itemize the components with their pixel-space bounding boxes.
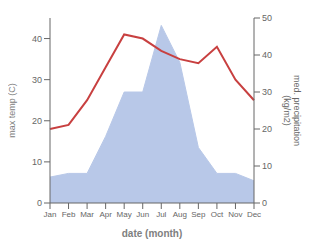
svg-text:May: May <box>117 210 132 219</box>
svg-text:40: 40 <box>262 50 272 60</box>
svg-text:Jul: Jul <box>156 210 166 219</box>
svg-text:max temp (C): max temp (C) <box>8 83 17 138</box>
svg-text:10: 10 <box>262 161 272 171</box>
svg-text:Aug: Aug <box>173 210 187 219</box>
svg-text:10: 10 <box>32 157 42 167</box>
svg-text:Apr: Apr <box>99 210 112 219</box>
svg-text:date (month): date (month) <box>122 228 183 239</box>
svg-text:Mar: Mar <box>80 210 94 219</box>
svg-text:Sep: Sep <box>191 210 206 219</box>
svg-text:0: 0 <box>262 198 267 208</box>
svg-text:med. precipitation(kg/m2): med. precipitation(kg/m2) <box>282 75 302 146</box>
svg-text:Oct: Oct <box>211 210 224 219</box>
svg-text:30: 30 <box>262 87 272 97</box>
svg-text:0: 0 <box>37 198 42 208</box>
svg-text:Dec: Dec <box>247 210 261 219</box>
svg-text:40: 40 <box>32 34 42 44</box>
svg-text:50: 50 <box>262 13 272 23</box>
svg-text:20: 20 <box>262 124 272 134</box>
svg-text:Feb: Feb <box>62 210 76 219</box>
svg-text:20: 20 <box>32 116 42 126</box>
svg-text:Nov: Nov <box>228 210 242 219</box>
svg-text:Jan: Jan <box>44 210 57 219</box>
svg-text:30: 30 <box>32 75 42 85</box>
svg-text:Jun: Jun <box>136 210 149 219</box>
